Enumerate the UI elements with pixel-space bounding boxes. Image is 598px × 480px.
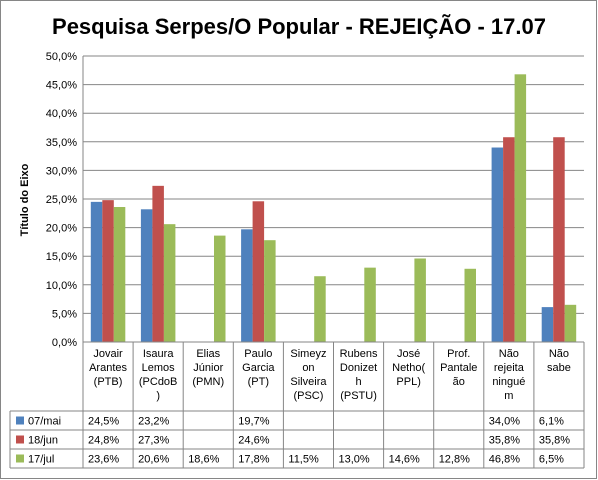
category-label: on: [302, 362, 314, 374]
category-label: Jovair: [93, 348, 123, 360]
category-label: Não: [499, 348, 519, 360]
y-tick-label: 40,0%: [46, 108, 77, 120]
bar: [152, 185, 164, 342]
category-label: m: [504, 390, 513, 402]
category-label: ): [156, 390, 160, 402]
category-label: Rubens: [340, 348, 378, 360]
category-label: h: [355, 376, 361, 388]
data-label: 14,6%: [389, 454, 420, 466]
y-tick-label: 15,0%: [46, 251, 77, 263]
category-label: ningué: [492, 376, 525, 388]
data-table: Jovair Arantes (PTB) Isaura Lemos (PCdoB) Elia…: [9, 341, 585, 469]
data-label: 34,0%: [489, 416, 520, 428]
data-label: 24,5%: [88, 416, 119, 428]
category-label: Arantes: [89, 362, 127, 374]
chart-title: Pesquisa Serpes/O Popular - REJEIÇÃO - 1…: [52, 14, 546, 39]
category-label: Elias: [196, 348, 220, 360]
bar: [364, 267, 376, 342]
category-label: (PSTU): [340, 390, 377, 402]
data-label: 6,5%: [539, 454, 564, 466]
category-label: (PSC): [293, 390, 323, 402]
bar: [214, 235, 226, 342]
y-tick-label: 45,0%: [46, 80, 77, 92]
y-tick-label: 5,0%: [52, 308, 77, 320]
y-tick-label: 25,0%: [46, 194, 77, 206]
legend-swatch: [16, 454, 24, 463]
category-label: Pantale: [440, 362, 477, 374]
category-label: Lemos: [142, 362, 176, 374]
y-tick-label: 10,0%: [46, 280, 77, 292]
data-label: 24,6%: [238, 435, 269, 447]
y-axis-ticks: 0,0% 5,0% 10,0% 15,0% 20,0% 25,0% 30,0% 35,0% 40…: [46, 51, 77, 349]
data-label: 17,8%: [238, 454, 269, 466]
category-label: (PTB): [94, 376, 123, 388]
legend-swatch: [16, 416, 24, 425]
legend-label: 17/jul: [28, 454, 54, 466]
legend-label: 18/jun: [28, 435, 58, 447]
bar: [314, 276, 326, 342]
category-label: rejeita: [494, 362, 525, 374]
bars: [90, 74, 577, 342]
data-label: 13,0%: [339, 454, 370, 466]
bar: [140, 209, 153, 342]
bar: [241, 229, 253, 342]
y-tick-label: 30,0%: [46, 165, 77, 177]
legend-swatch: [16, 435, 24, 444]
data-label: 24,8%: [88, 435, 119, 447]
category-label: Paulo: [244, 348, 272, 360]
category-label: José: [397, 348, 420, 360]
category-label: Isaura: [143, 348, 174, 360]
y-tick-label: 35,0%: [46, 137, 77, 149]
data-label: 46,8%: [489, 454, 520, 466]
category-label: Netho(: [392, 362, 425, 374]
data-label: 35,8%: [539, 435, 570, 447]
bar: [553, 137, 565, 342]
bar: [163, 224, 176, 342]
bar: [514, 74, 527, 342]
bar: [503, 137, 515, 342]
data-label: 20,6%: [138, 454, 169, 466]
category-label: Não: [549, 348, 569, 360]
category-label: sabe: [547, 362, 571, 374]
bar: [414, 258, 426, 342]
bar: [113, 207, 126, 342]
data-label: 6,1%: [539, 416, 564, 428]
data-label: 11,5%: [288, 454, 319, 466]
category-label: Simeyz: [290, 348, 326, 360]
y-tick-label: 0,0%: [52, 337, 77, 349]
category-label: Silveira: [290, 376, 327, 388]
bar: [102, 200, 114, 342]
data-label: 23,6%: [88, 454, 119, 466]
legend-label: 07/mai: [28, 416, 61, 428]
category-label: Prof.: [447, 348, 470, 360]
bar: [90, 201, 103, 342]
y-tick-label: 20,0%: [46, 223, 77, 235]
data-label: 18,6%: [188, 454, 219, 466]
bar: [491, 147, 504, 342]
category-label: (PCdoB: [139, 376, 178, 388]
data-label: 35,8%: [489, 435, 520, 447]
bar: [464, 268, 476, 342]
data-label: 19,7%: [238, 416, 269, 428]
bar: [564, 304, 577, 342]
data-label: 12,8%: [439, 454, 470, 466]
bar: [252, 201, 265, 342]
category-label: Donizet: [340, 362, 377, 374]
category-label: (PMN): [192, 376, 224, 388]
bar: [264, 240, 276, 342]
bar: [541, 307, 554, 342]
category-label: ão: [453, 376, 465, 388]
category-label: Júnior: [193, 362, 223, 374]
y-tick-label: 50,0%: [46, 51, 77, 63]
y-axis-label: Título do Eixo: [19, 163, 31, 236]
category-label: (PT): [248, 376, 269, 388]
data-label: 27,3%: [138, 435, 169, 447]
category-label: Garcia: [242, 362, 275, 374]
data-label: 23,2%: [138, 416, 169, 428]
category-label: PPL): [396, 376, 420, 388]
